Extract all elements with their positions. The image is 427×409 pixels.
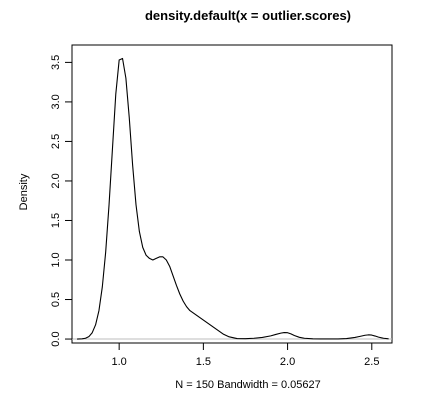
y-tick-label: 2.0 bbox=[50, 173, 62, 188]
y-tick-label: 1.5 bbox=[50, 213, 62, 228]
y-tick-label: 1.0 bbox=[50, 252, 62, 267]
plot-frame bbox=[71, 44, 393, 344]
y-tick-label: 2.5 bbox=[50, 134, 62, 149]
x-axis-label: N = 150 Bandwidth = 0.05627 bbox=[175, 379, 321, 391]
y-tick-label: 0.5 bbox=[50, 292, 62, 307]
chart-title: density.default(x = outlier.scores) bbox=[145, 8, 351, 23]
y-axis-label: Density bbox=[18, 173, 30, 210]
density-curve bbox=[77, 57, 389, 340]
plot-area: 1.0 1.5 2.0 2.5 0.0 0.5 1.0 1.5 2.0 2.5 3.0 3.5 bbox=[50, 44, 393, 368]
x-tick-label: 1.0 bbox=[112, 356, 127, 368]
x-tick-label: 2.0 bbox=[280, 356, 295, 368]
y-tick-label: 3.5 bbox=[50, 55, 62, 70]
y-tick-label: 0.0 bbox=[50, 331, 62, 346]
x-tick-label: 2.5 bbox=[364, 356, 379, 368]
y-tick-label: 3.0 bbox=[50, 94, 62, 109]
x-tick-label: 1.5 bbox=[196, 356, 211, 368]
